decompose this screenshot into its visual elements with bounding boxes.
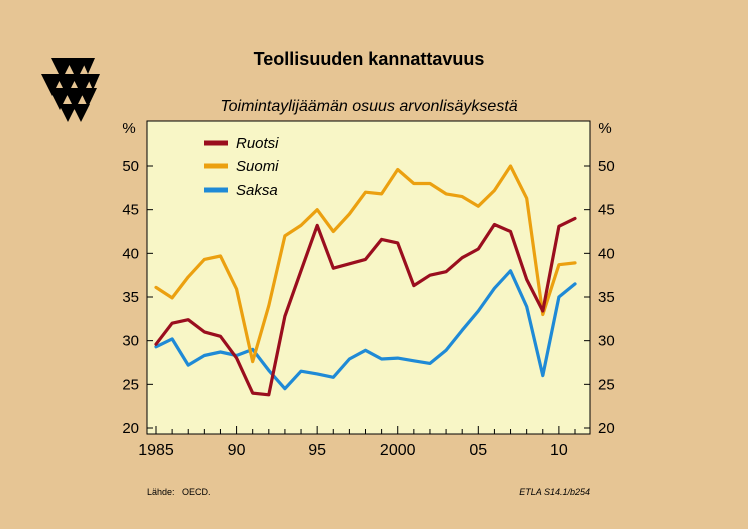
y-tick-label-right: 50 [598,158,615,175]
legend-label-suomi: Suomi [236,158,279,175]
series-lines [154,164,577,397]
axis-ticks: 20 20 25 25 30 30 35 35 40 40 45 45 50 50 1985 90 95 2000… [122,158,614,459]
series-line-saksa [154,269,577,391]
x-tick-label: 1985 [138,442,174,459]
y-tick-label-right: 45 [598,202,615,219]
x-tick-label: 2000 [380,442,416,459]
y-tick-label-right: 40 [598,245,615,262]
x-tick-label: 05 [469,442,487,459]
y-tick-label-left: 45 [122,202,139,219]
x-tick-label: 10 [550,442,568,459]
plot-area [146,120,591,435]
legend-label-ruotsi: Ruotsi [236,135,279,152]
chart-subtitle: Toimintaylijäämän osuus arvonlisäyksestä [220,98,517,115]
legend: Ruotsi Suomi Saksa [204,135,279,199]
chart-code: ETLA S14.1/b254 [519,487,590,497]
y-unit-right: % [598,120,611,137]
y-tick-label-left: 20 [122,420,139,437]
y-tick-label-right: 35 [598,289,615,306]
etla-logo [41,58,100,122]
y-tick-label-left: 40 [122,245,139,262]
series-line-suomi [154,164,577,364]
source-note: Lähde: OECD. [147,487,211,497]
y-tick-label-left: 50 [122,158,139,175]
y-tick-label-left: 25 [122,376,139,393]
y-tick-label-right: 30 [598,333,615,350]
y-tick-label-left: 35 [122,289,139,306]
chart-title: Teollisuuden kannattavuus [254,49,485,69]
legend-label-saksa: Saksa [236,182,278,199]
y-tick-label-right: 25 [598,376,615,393]
y-tick-label-right: 20 [598,420,615,437]
y-tick-label-left: 30 [122,333,139,350]
x-tick-label: 90 [228,442,246,459]
y-unit-left: % [122,120,135,137]
x-tick-label: 95 [308,442,326,459]
series-line-ruotsi [154,216,577,397]
